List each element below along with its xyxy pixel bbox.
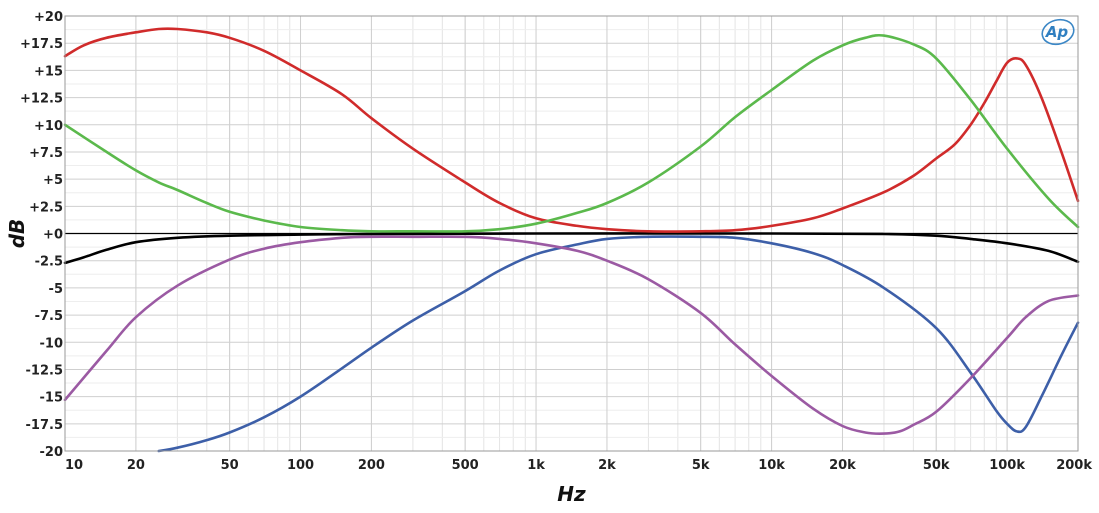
x-tick-label: 1k: [527, 458, 545, 473]
x-tick-label: 200k: [1056, 458, 1092, 473]
x-tick-label: 100k: [989, 458, 1025, 473]
x-tick-label: 20: [127, 458, 145, 473]
x-tick-label: 5k: [692, 458, 710, 473]
x-tick-label: 500: [452, 458, 479, 473]
x-tick-label: 2k: [598, 458, 616, 473]
x-tick-label: 100: [287, 458, 314, 473]
y-tick-label: -5: [49, 282, 63, 297]
series-line-bass-boost-treble-boost: [63, 27, 1080, 233]
y-tick-label: +17.5: [20, 37, 63, 52]
series-line-bass-cut-treble-cut: [63, 235, 1080, 435]
ap-logo: Ap: [1041, 18, 1075, 46]
y-tick-label: +5: [43, 173, 63, 188]
y-tick-label: +7.5: [29, 146, 63, 161]
y-tick-label: -20: [40, 445, 64, 460]
y-tick-label: -7.5: [35, 309, 63, 324]
x-tick-labels: 10 20 50 100 200 500 1k 2k 5k 10k 20k 50k 100k 200k: [65, 458, 1092, 473]
y-tick-label: +0: [43, 228, 63, 243]
x-tick-label: 200: [358, 458, 385, 473]
x-tick-label: 20k: [829, 458, 856, 473]
y-tick-label: +2.5: [29, 200, 63, 215]
series-line-flat: [63, 232, 1080, 265]
y-tick-label: -10: [40, 336, 64, 351]
series-line-bass-cut-mid-cut: [157, 235, 1080, 453]
x-tick-label: 50k: [923, 458, 950, 473]
x-tick-label: 50: [221, 458, 239, 473]
plot-border: [64, 15, 1079, 452]
y-tick-label: +15: [34, 64, 63, 79]
y-tick-label: -2.5: [35, 255, 63, 270]
y-tick-label: +12.5: [20, 92, 63, 107]
series-line-bass-boost-mid-boost: [63, 33, 1080, 233]
ap-logo-text: Ap: [1045, 23, 1069, 41]
ap-logo-ring: [1041, 18, 1075, 46]
y-axis-title: dB: [5, 219, 29, 249]
y-tick-label: -12.5: [26, 363, 63, 378]
series-lines: [63, 27, 1080, 453]
y-tick-labels: +20 +17.5 +15 +12.5 +10 +7.5 +5 +2.5 +0 -2.5 -5 -7.…: [20, 10, 63, 460]
x-axis-title: Hz: [557, 482, 586, 506]
y-tick-label: +20: [34, 10, 63, 25]
y-tick-label: +10: [34, 119, 63, 134]
x-tick-label: 10k: [758, 458, 785, 473]
y-tick-label: -15: [40, 391, 64, 406]
y-tick-label: -17.5: [26, 418, 63, 433]
x-tick-label: 10: [65, 458, 83, 473]
